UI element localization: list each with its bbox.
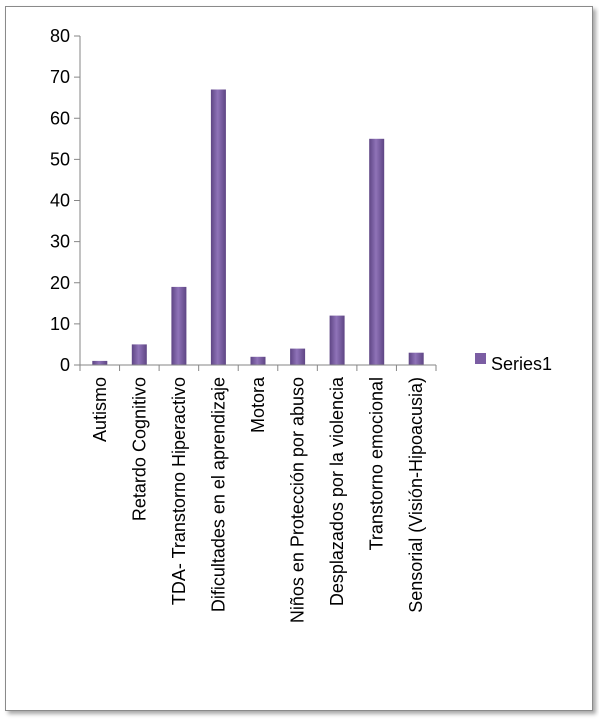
bar [210,89,226,365]
y-tick-label: 60 [50,108,70,128]
bar [250,356,266,365]
bar [290,348,306,365]
legend: Series1 [475,353,552,374]
x-tick-label: Desplazados por la violencia [327,376,347,606]
y-axis: 0 10 20 30 40 50 60 70 80 [50,26,81,375]
y-tick-label: 10 [50,314,70,334]
x-tick-label: Retardo Cognitivo [129,377,149,521]
y-tick-label: 20 [50,273,70,293]
bars [92,89,424,365]
y-tick-label: 50 [50,149,70,169]
y-tick-label: 30 [50,232,70,252]
y-tick-label: 70 [50,67,70,87]
y-tick-label: 0 [60,355,70,375]
bar [131,344,147,365]
bar [408,352,424,365]
bar [369,138,385,365]
legend-swatch-series1 [475,353,486,364]
bar [329,315,345,365]
x-tick-label: Autismo [90,377,110,442]
x-tick-label: Dificultades en el aprendizaje [208,377,228,612]
x-tick-label: Sensorial (Visión-Hipoacusia) [406,377,426,613]
x-tick-label: TDA- Transtorno Hiperactivo [169,377,189,605]
legend-label-series1: Series1 [491,354,552,374]
bar [92,360,108,365]
y-tick-label: 80 [50,26,70,46]
x-tick-label: Motora [248,376,268,433]
bar [171,286,187,365]
x-tick-label: Niños en Protección por abuso [288,377,308,623]
y-tick-label: 40 [50,191,70,211]
x-axis: Autismo Retardo Cognitivo TDA- Transtorno … [79,364,437,623]
x-tick-label: Transtorno emocional [367,377,387,550]
